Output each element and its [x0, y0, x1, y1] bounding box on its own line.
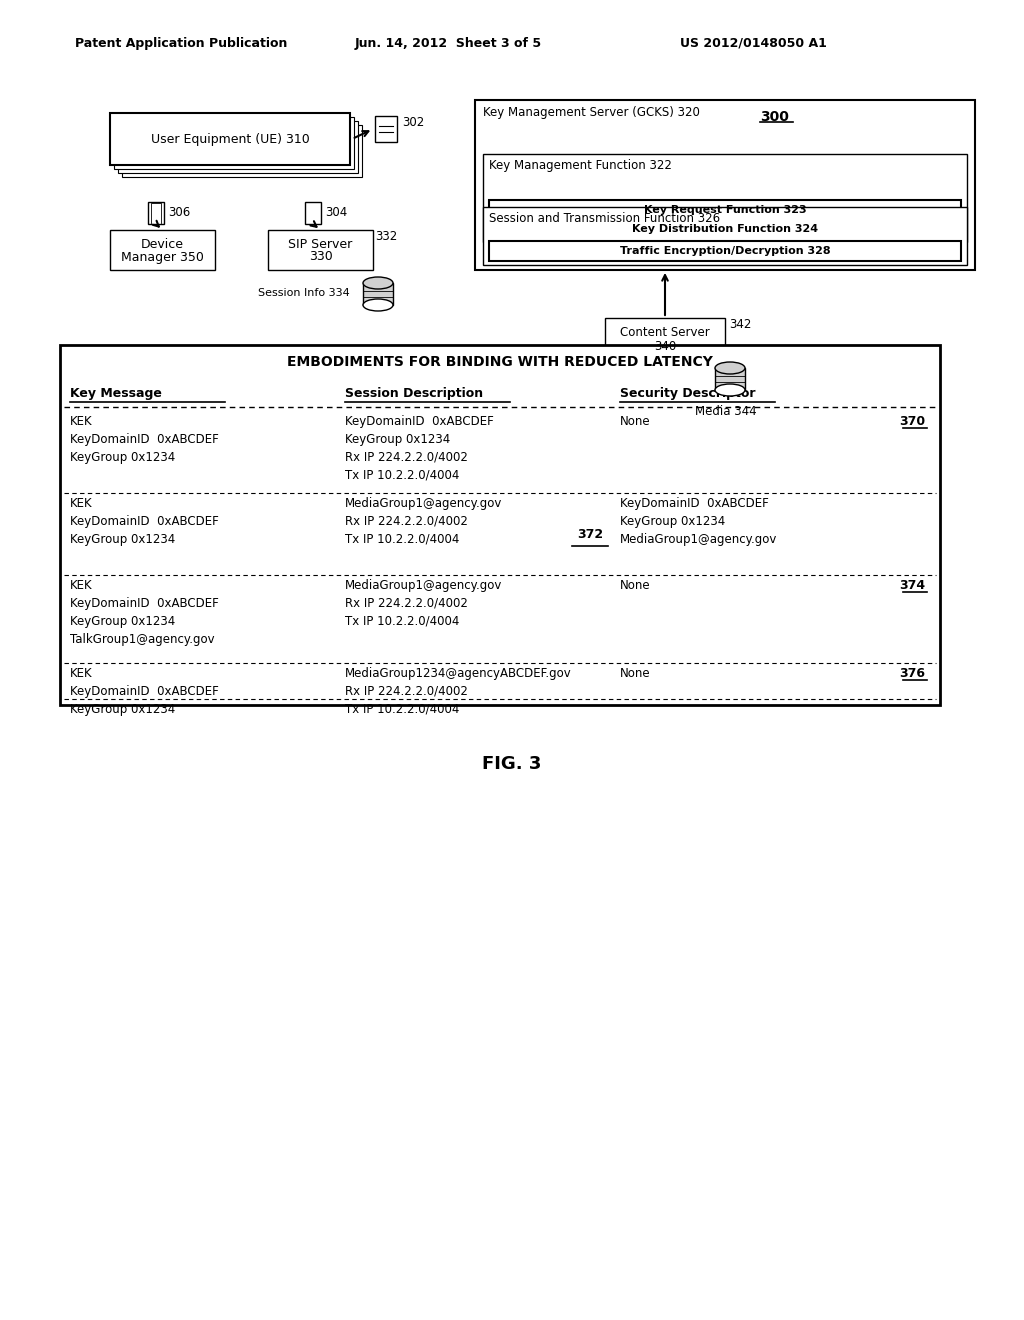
- Text: Security Descriptor: Security Descriptor: [620, 387, 756, 400]
- Text: None: None: [620, 414, 650, 428]
- Text: Session Info 334: Session Info 334: [258, 288, 350, 298]
- Text: 300: 300: [760, 110, 788, 124]
- Text: Key Management Function 322: Key Management Function 322: [489, 158, 672, 172]
- Text: FIG. 3: FIG. 3: [482, 755, 542, 774]
- Bar: [114, 117, 354, 169]
- Text: None: None: [620, 667, 650, 680]
- Bar: [489, 219, 961, 239]
- Text: 302: 302: [402, 116, 424, 129]
- Text: Manager 350: Manager 350: [121, 251, 204, 264]
- Text: Media 344: Media 344: [695, 405, 757, 418]
- Text: MediaGroup1@agency.gov
Rx IP 224.2.2.0/4002
Tx IP 10.2.2.0/4004: MediaGroup1@agency.gov Rx IP 224.2.2.0/4…: [345, 579, 503, 628]
- Text: 374: 374: [899, 579, 925, 591]
- Text: 330: 330: [308, 251, 333, 264]
- Text: Key Request Function 323: Key Request Function 323: [644, 205, 806, 215]
- Bar: [148, 202, 164, 224]
- Bar: [305, 202, 321, 224]
- Text: KeyDomainID  0xABCDEF
KeyGroup 0x1234
MediaGroup1@agency.gov: KeyDomainID 0xABCDEF KeyGroup 0x1234 Med…: [620, 498, 777, 546]
- Text: Session and Transmission Function 326: Session and Transmission Function 326: [489, 213, 720, 224]
- Text: EMBODIMENTS FOR BINDING WITH REDUCED LATENCY: EMBODIMENTS FOR BINDING WITH REDUCED LAT…: [287, 355, 713, 370]
- Text: Key Distribution Function 324: Key Distribution Function 324: [632, 224, 818, 234]
- Text: 342: 342: [729, 318, 752, 331]
- Text: Jun. 14, 2012  Sheet 3 of 5: Jun. 14, 2012 Sheet 3 of 5: [355, 37, 542, 50]
- Bar: [489, 201, 961, 220]
- Ellipse shape: [362, 277, 393, 289]
- Text: US 2012/0148050 A1: US 2012/0148050 A1: [680, 37, 826, 50]
- Ellipse shape: [715, 362, 745, 374]
- Text: MediaGroup1234@agencyABCDEF.gov
Rx IP 224.2.2.0/4002
Tx IP 10.2.2.0/4004: MediaGroup1234@agencyABCDEF.gov Rx IP 22…: [345, 667, 571, 715]
- Text: 306: 306: [168, 206, 190, 219]
- Text: 304: 304: [325, 206, 347, 219]
- Text: KEK
KeyDomainID  0xABCDEF
KeyGroup 0x1234
TalkGroup1@agency.gov: KEK KeyDomainID 0xABCDEF KeyGroup 0x1234…: [70, 579, 219, 645]
- Text: 370: 370: [899, 414, 925, 428]
- Text: None: None: [620, 579, 650, 591]
- Text: KEK
KeyDomainID  0xABCDEF
KeyGroup 0x1234: KEK KeyDomainID 0xABCDEF KeyGroup 0x1234: [70, 498, 219, 546]
- Bar: [375, 116, 397, 143]
- Text: Patent Application Publication: Patent Application Publication: [75, 37, 288, 50]
- Text: 332: 332: [375, 230, 397, 243]
- Bar: [122, 125, 362, 177]
- Text: Device: Device: [141, 238, 184, 251]
- Text: Key Message: Key Message: [70, 387, 162, 400]
- Bar: [362, 282, 393, 305]
- Text: SIP Server: SIP Server: [289, 238, 352, 251]
- Bar: [60, 345, 940, 705]
- Bar: [110, 230, 215, 271]
- Text: KeyDomainID  0xABCDEF
KeyGroup 0x1234
Rx IP 224.2.2.0/4002
Tx IP 10.2.2.0/4004: KeyDomainID 0xABCDEF KeyGroup 0x1234 Rx …: [345, 414, 494, 482]
- Text: MediaGroup1@agency.gov
Rx IP 224.2.2.0/4002
Tx IP 10.2.2.0/4004: MediaGroup1@agency.gov Rx IP 224.2.2.0/4…: [345, 498, 503, 546]
- Bar: [475, 100, 975, 271]
- Text: KEK
KeyDomainID  0xABCDEF
KeyGroup 0x1234: KEK KeyDomainID 0xABCDEF KeyGroup 0x1234: [70, 414, 219, 465]
- Text: Session Description: Session Description: [345, 387, 483, 400]
- Bar: [268, 230, 373, 271]
- Ellipse shape: [715, 384, 745, 396]
- Text: User Equipment (UE) 310: User Equipment (UE) 310: [151, 132, 309, 145]
- Bar: [118, 121, 358, 173]
- Bar: [110, 114, 350, 165]
- Bar: [483, 154, 967, 242]
- Ellipse shape: [362, 300, 393, 312]
- Text: Key Management Server (GCKS) 320: Key Management Server (GCKS) 320: [483, 106, 699, 119]
- Text: 340: 340: [654, 339, 676, 352]
- Text: Content Server: Content Server: [621, 326, 710, 338]
- Text: KEK
KeyDomainID  0xABCDEF
KeyGroup 0x1234: KEK KeyDomainID 0xABCDEF KeyGroup 0x1234: [70, 667, 219, 715]
- Bar: [483, 207, 967, 265]
- Text: 372: 372: [577, 528, 603, 541]
- Bar: [605, 318, 725, 360]
- Bar: [489, 242, 961, 261]
- Bar: [715, 368, 745, 389]
- Text: Traffic Encryption/Decryption 328: Traffic Encryption/Decryption 328: [620, 246, 830, 256]
- Text: 376: 376: [899, 667, 925, 680]
